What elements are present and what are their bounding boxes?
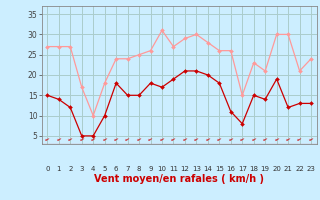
Text: ←: ←	[147, 135, 154, 142]
Text: 12: 12	[180, 166, 189, 172]
Text: ←: ←	[239, 135, 245, 142]
Text: Vent moyen/en rafales ( km/h ): Vent moyen/en rafales ( km/h )	[94, 174, 264, 184]
Text: 17: 17	[238, 166, 247, 172]
Text: ←: ←	[251, 135, 257, 142]
Text: 9: 9	[148, 166, 153, 172]
Text: 18: 18	[249, 166, 258, 172]
Text: ←: ←	[124, 135, 131, 142]
Text: ←: ←	[216, 135, 223, 142]
Text: ←: ←	[56, 135, 62, 142]
Text: ←: ←	[273, 135, 280, 142]
Text: ←: ←	[90, 135, 96, 142]
Text: 3: 3	[79, 166, 84, 172]
Text: 5: 5	[102, 166, 107, 172]
Text: 21: 21	[284, 166, 292, 172]
Text: 4: 4	[91, 166, 95, 172]
Text: 19: 19	[261, 166, 270, 172]
Text: ←: ←	[296, 135, 303, 142]
Text: 0: 0	[45, 166, 50, 172]
Text: 2: 2	[68, 166, 72, 172]
Text: ←: ←	[113, 135, 119, 142]
Text: ←: ←	[67, 135, 74, 142]
Text: 13: 13	[192, 166, 201, 172]
Text: ←: ←	[228, 135, 234, 142]
Text: ←: ←	[78, 135, 85, 142]
Text: 15: 15	[215, 166, 224, 172]
Text: ←: ←	[136, 135, 142, 142]
Text: 1: 1	[57, 166, 61, 172]
Text: 6: 6	[114, 166, 118, 172]
Text: 8: 8	[137, 166, 141, 172]
Text: ←: ←	[44, 135, 51, 142]
Text: 23: 23	[307, 166, 316, 172]
Text: 22: 22	[295, 166, 304, 172]
Text: 16: 16	[226, 166, 235, 172]
Text: ←: ←	[285, 135, 292, 142]
Text: ←: ←	[159, 135, 165, 142]
Text: 20: 20	[272, 166, 281, 172]
Text: 14: 14	[204, 166, 212, 172]
Text: ←: ←	[262, 135, 268, 142]
Text: ←: ←	[170, 135, 177, 142]
Text: 11: 11	[169, 166, 178, 172]
Text: ←: ←	[182, 135, 188, 142]
Text: ←: ←	[204, 135, 211, 142]
Text: 10: 10	[157, 166, 166, 172]
Text: 7: 7	[125, 166, 130, 172]
Text: ←: ←	[101, 135, 108, 142]
Text: ←: ←	[193, 135, 200, 142]
Text: ←: ←	[308, 135, 314, 142]
